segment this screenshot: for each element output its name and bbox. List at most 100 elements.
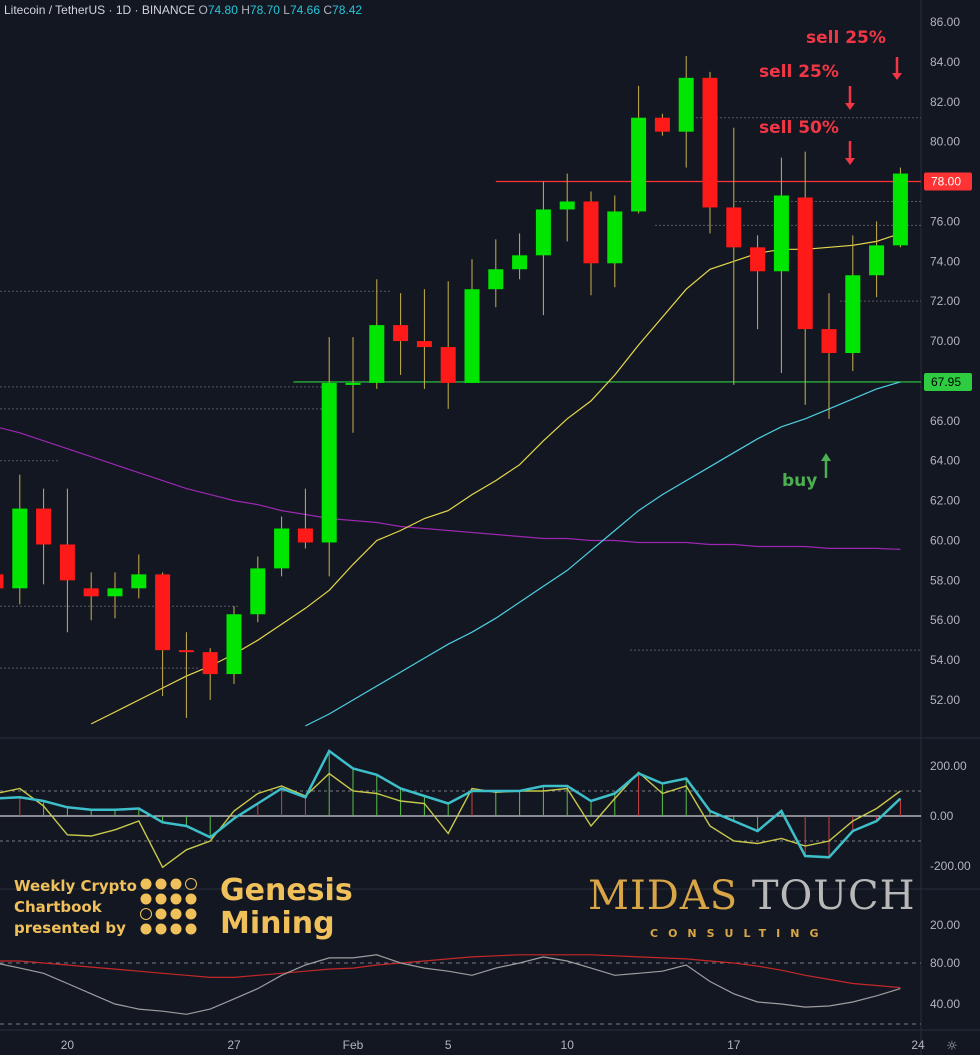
- x-axis: 20 27 Feb 5 10 17 24 ☼: [61, 1038, 958, 1054]
- genesis-word: Genesis: [220, 873, 353, 908]
- logo-dot: [170, 908, 182, 920]
- x-tick-label: 24: [911, 1038, 925, 1052]
- price-label-box: [924, 172, 972, 191]
- candle-body: [821, 329, 837, 354]
- logo-dot: [185, 923, 197, 935]
- price-label-text: 78.00: [931, 175, 961, 189]
- sell-arrow-3: [845, 158, 855, 165]
- stoch-top-tick: 20.00: [930, 918, 960, 932]
- candle-body: [155, 574, 171, 651]
- y-tick-label: 82.00: [930, 95, 960, 109]
- y-tick-label: 62.00: [930, 494, 960, 508]
- candle-body: [321, 382, 337, 543]
- watermark-line-1: Weekly Crypto: [14, 877, 137, 895]
- midas-word: MIDAS: [588, 873, 739, 919]
- candle-body: [535, 209, 551, 256]
- ma-mid-line: [305, 381, 901, 727]
- stochastic-pane: 20.00 80.00 40.00: [0, 918, 960, 1025]
- logo-dot: [140, 923, 152, 935]
- candle-body: [226, 614, 242, 675]
- candle-body: [631, 117, 647, 212]
- stoch-d-line: [0, 954, 901, 989]
- close-key: C: [323, 3, 333, 17]
- candle-body: [297, 528, 313, 543]
- cci-tick-label: -200.00: [930, 859, 971, 873]
- candle-body: [702, 77, 718, 208]
- y-tick-label: 80.00: [930, 135, 960, 149]
- candle-body: [559, 201, 575, 210]
- candle-body: [107, 588, 123, 597]
- y-tick-label: 84.00: [930, 55, 960, 69]
- y-tick-label: 70.00: [930, 334, 960, 348]
- candle-body: [440, 347, 456, 383]
- candle-body: [416, 341, 432, 348]
- candle-body: [131, 574, 147, 589]
- y-tick-label: 54.00: [930, 653, 960, 667]
- y-tick-label: 76.00: [930, 214, 960, 228]
- y-tick-label: 58.00: [930, 573, 960, 587]
- close-value: 78.42: [332, 3, 363, 17]
- low-value: 74.66: [289, 3, 321, 17]
- candle-body: [369, 325, 385, 383]
- logo-dot: [185, 908, 197, 920]
- candle-body: [654, 117, 670, 132]
- sell-annotation-1: sell 25%: [806, 28, 886, 48]
- sell-arrow-1: [892, 73, 902, 80]
- stoch-tick-label: 40.00: [930, 997, 960, 1011]
- candle-body: [274, 528, 290, 569]
- buy-arrow: [821, 453, 831, 461]
- candle-body: [393, 325, 409, 342]
- chartbook-watermark: Weekly Crypto Chartbook presented by: [14, 876, 137, 939]
- candle-body: [892, 173, 908, 246]
- y-tick-label: 52.00: [930, 693, 960, 707]
- candle-body: [773, 195, 789, 272]
- open-value: 74.80: [207, 3, 238, 17]
- ma-fast-line: [90, 232, 901, 725]
- ma-slow-line: [0, 427, 901, 550]
- logo-dot: [185, 893, 197, 905]
- stoch-k-line: [0, 954, 901, 1015]
- logo-dot: [140, 908, 152, 920]
- chart-header: Litecoin / TetherUS · 1D · BINANCE O74.8…: [4, 3, 362, 17]
- logo-dot: [170, 923, 182, 935]
- candle-body: [202, 652, 218, 675]
- x-tick-label: Feb: [343, 1038, 364, 1052]
- cci-tick-label: 200.00: [930, 759, 967, 773]
- logo-dot: [140, 878, 152, 890]
- settings-gear-icon: ☼: [946, 1039, 958, 1054]
- midas-touch-logo: MIDAS TOUCH: [588, 873, 916, 919]
- x-tick-label: 20: [61, 1038, 75, 1052]
- y-tick-label: 86.00: [930, 15, 960, 29]
- watermark-line-2: Chartbook: [14, 898, 102, 916]
- candle-body: [797, 197, 813, 330]
- candle-body: [869, 245, 885, 276]
- candle-body: [12, 508, 28, 589]
- x-tick-label: 17: [727, 1038, 741, 1052]
- y-tick-label: 66.00: [930, 414, 960, 428]
- candle-body: [250, 568, 266, 615]
- candle-body: [345, 382, 361, 385]
- stoch-tick-label: 80.00: [930, 956, 960, 970]
- sell-annotation-3: sell 50%: [759, 118, 839, 138]
- symbol-label[interactable]: Litecoin / TetherUS · 1D · BINANCE: [4, 3, 196, 17]
- genesis-mining-logo: Genesis Mining: [220, 874, 353, 940]
- logo-dot: [155, 923, 167, 935]
- logo-dot: [170, 878, 182, 890]
- logo-dot: [155, 908, 167, 920]
- candle-body: [36, 508, 52, 545]
- candle-body: [464, 289, 480, 383]
- candle-body: [845, 275, 861, 354]
- candle-body: [488, 269, 504, 290]
- logo-dot: [155, 878, 167, 890]
- y-tick-label: 64.00: [930, 454, 960, 468]
- y-tick-label: 72.00: [930, 294, 960, 308]
- candle-body: [607, 211, 623, 264]
- y-tick-label: 74.00: [930, 254, 960, 268]
- cci-pane: 200.00 0.00 -200.00: [0, 749, 971, 873]
- cci-tick-label: 0.00: [930, 809, 954, 823]
- open-key: O: [198, 3, 208, 17]
- high-value: 78.70: [249, 3, 280, 17]
- y-tick-label: 60.00: [930, 533, 960, 547]
